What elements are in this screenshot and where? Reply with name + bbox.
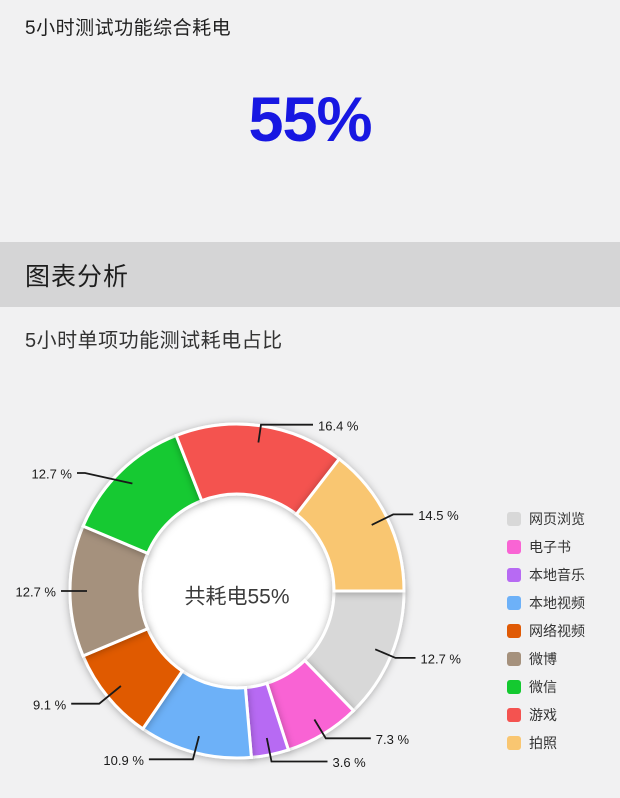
percent-label-微博: 12.7 % <box>16 585 57 600</box>
percent-label-拍照: 14.5 % <box>418 508 459 523</box>
label-line-本地音乐 <box>265 737 328 763</box>
legend-item-本地视频: 本地视频 <box>507 594 585 612</box>
section-bar-chart-analysis: 图表分析 <box>0 242 620 307</box>
label-line-电子书 <box>313 719 371 740</box>
legend-item-游戏: 游戏 <box>507 706 585 724</box>
total-consumption-value: 55% <box>248 85 372 155</box>
legend-label: 网页浏览 <box>529 511 585 527</box>
legend-swatch-icon <box>507 568 521 582</box>
label-line-拍照 <box>371 513 414 526</box>
legend-item-微博: 微博 <box>507 650 585 668</box>
percent-label-微信: 12.7 % <box>32 467 73 482</box>
legend-label: 游戏 <box>529 707 557 723</box>
legend-item-网络视频: 网络视频 <box>507 622 585 640</box>
legend-swatch-icon <box>507 596 521 610</box>
label-line-游戏 <box>257 423 313 443</box>
legend-swatch-icon <box>507 736 521 750</box>
donut-center-label: 共耗电55% <box>184 585 289 608</box>
legend-swatch-icon <box>507 512 521 526</box>
legend-label: 网络视频 <box>529 623 585 639</box>
legend-item-网页浏览: 网页浏览 <box>507 510 585 528</box>
section-bar-label: 图表分析 <box>25 262 130 291</box>
donut-slices <box>68 422 406 760</box>
percent-label-游戏: 16.4 % <box>318 418 359 433</box>
percent-label-网络视频: 9.1 % <box>33 697 67 712</box>
label-line-本地视频 <box>148 735 200 761</box>
label-line-微信 <box>77 472 133 485</box>
legend-item-微信: 微信 <box>507 678 585 696</box>
percent-label-电子书: 7.3 % <box>376 732 410 747</box>
legend-swatch-icon <box>507 540 521 554</box>
percent-label-本地视频: 10.9 % <box>103 753 144 768</box>
legend-swatch-icon <box>507 680 521 694</box>
chart-legend: 网页浏览电子书本地音乐本地视频网络视频微博微信游戏拍照 <box>507 510 585 762</box>
chart-subtitle: 5小时单项功能测试耗电占比 <box>25 330 283 352</box>
legend-label: 电子书 <box>529 539 571 555</box>
label-line-网页浏览 <box>374 648 416 659</box>
slice-拍照 <box>294 456 406 593</box>
legend-label: 微博 <box>529 651 557 667</box>
percent-label-网页浏览: 12.7 % <box>421 651 462 666</box>
legend-swatch-icon <box>507 624 521 638</box>
page-title: 5小时测试功能综合耗电 <box>25 18 232 39</box>
donut-hole <box>138 492 336 690</box>
donut-chart: 12.7 % 7.3 % 3.6 % 10.9 % 9.1 % 12.7 % 12.7 % 1… <box>16 418 462 770</box>
legend-swatch-icon <box>507 652 521 666</box>
label-line-网络视频 <box>71 685 122 705</box>
legend-item-本地音乐: 本地音乐 <box>507 566 585 584</box>
legend-label: 微信 <box>529 679 557 695</box>
legend-label: 本地视频 <box>529 595 585 611</box>
legend-label: 本地音乐 <box>529 567 585 583</box>
donut-labels: 12.7 % 7.3 % 3.6 % 10.9 % 9.1 % 12.7 % 12.7 % 1… <box>16 418 462 770</box>
legend-item-拍照: 拍照 <box>507 734 585 752</box>
legend-label: 拍照 <box>529 735 557 751</box>
legend-swatch-icon <box>507 708 521 722</box>
percent-label-本地音乐: 3.6 % <box>333 755 367 770</box>
legend-item-电子书: 电子书 <box>507 538 585 556</box>
